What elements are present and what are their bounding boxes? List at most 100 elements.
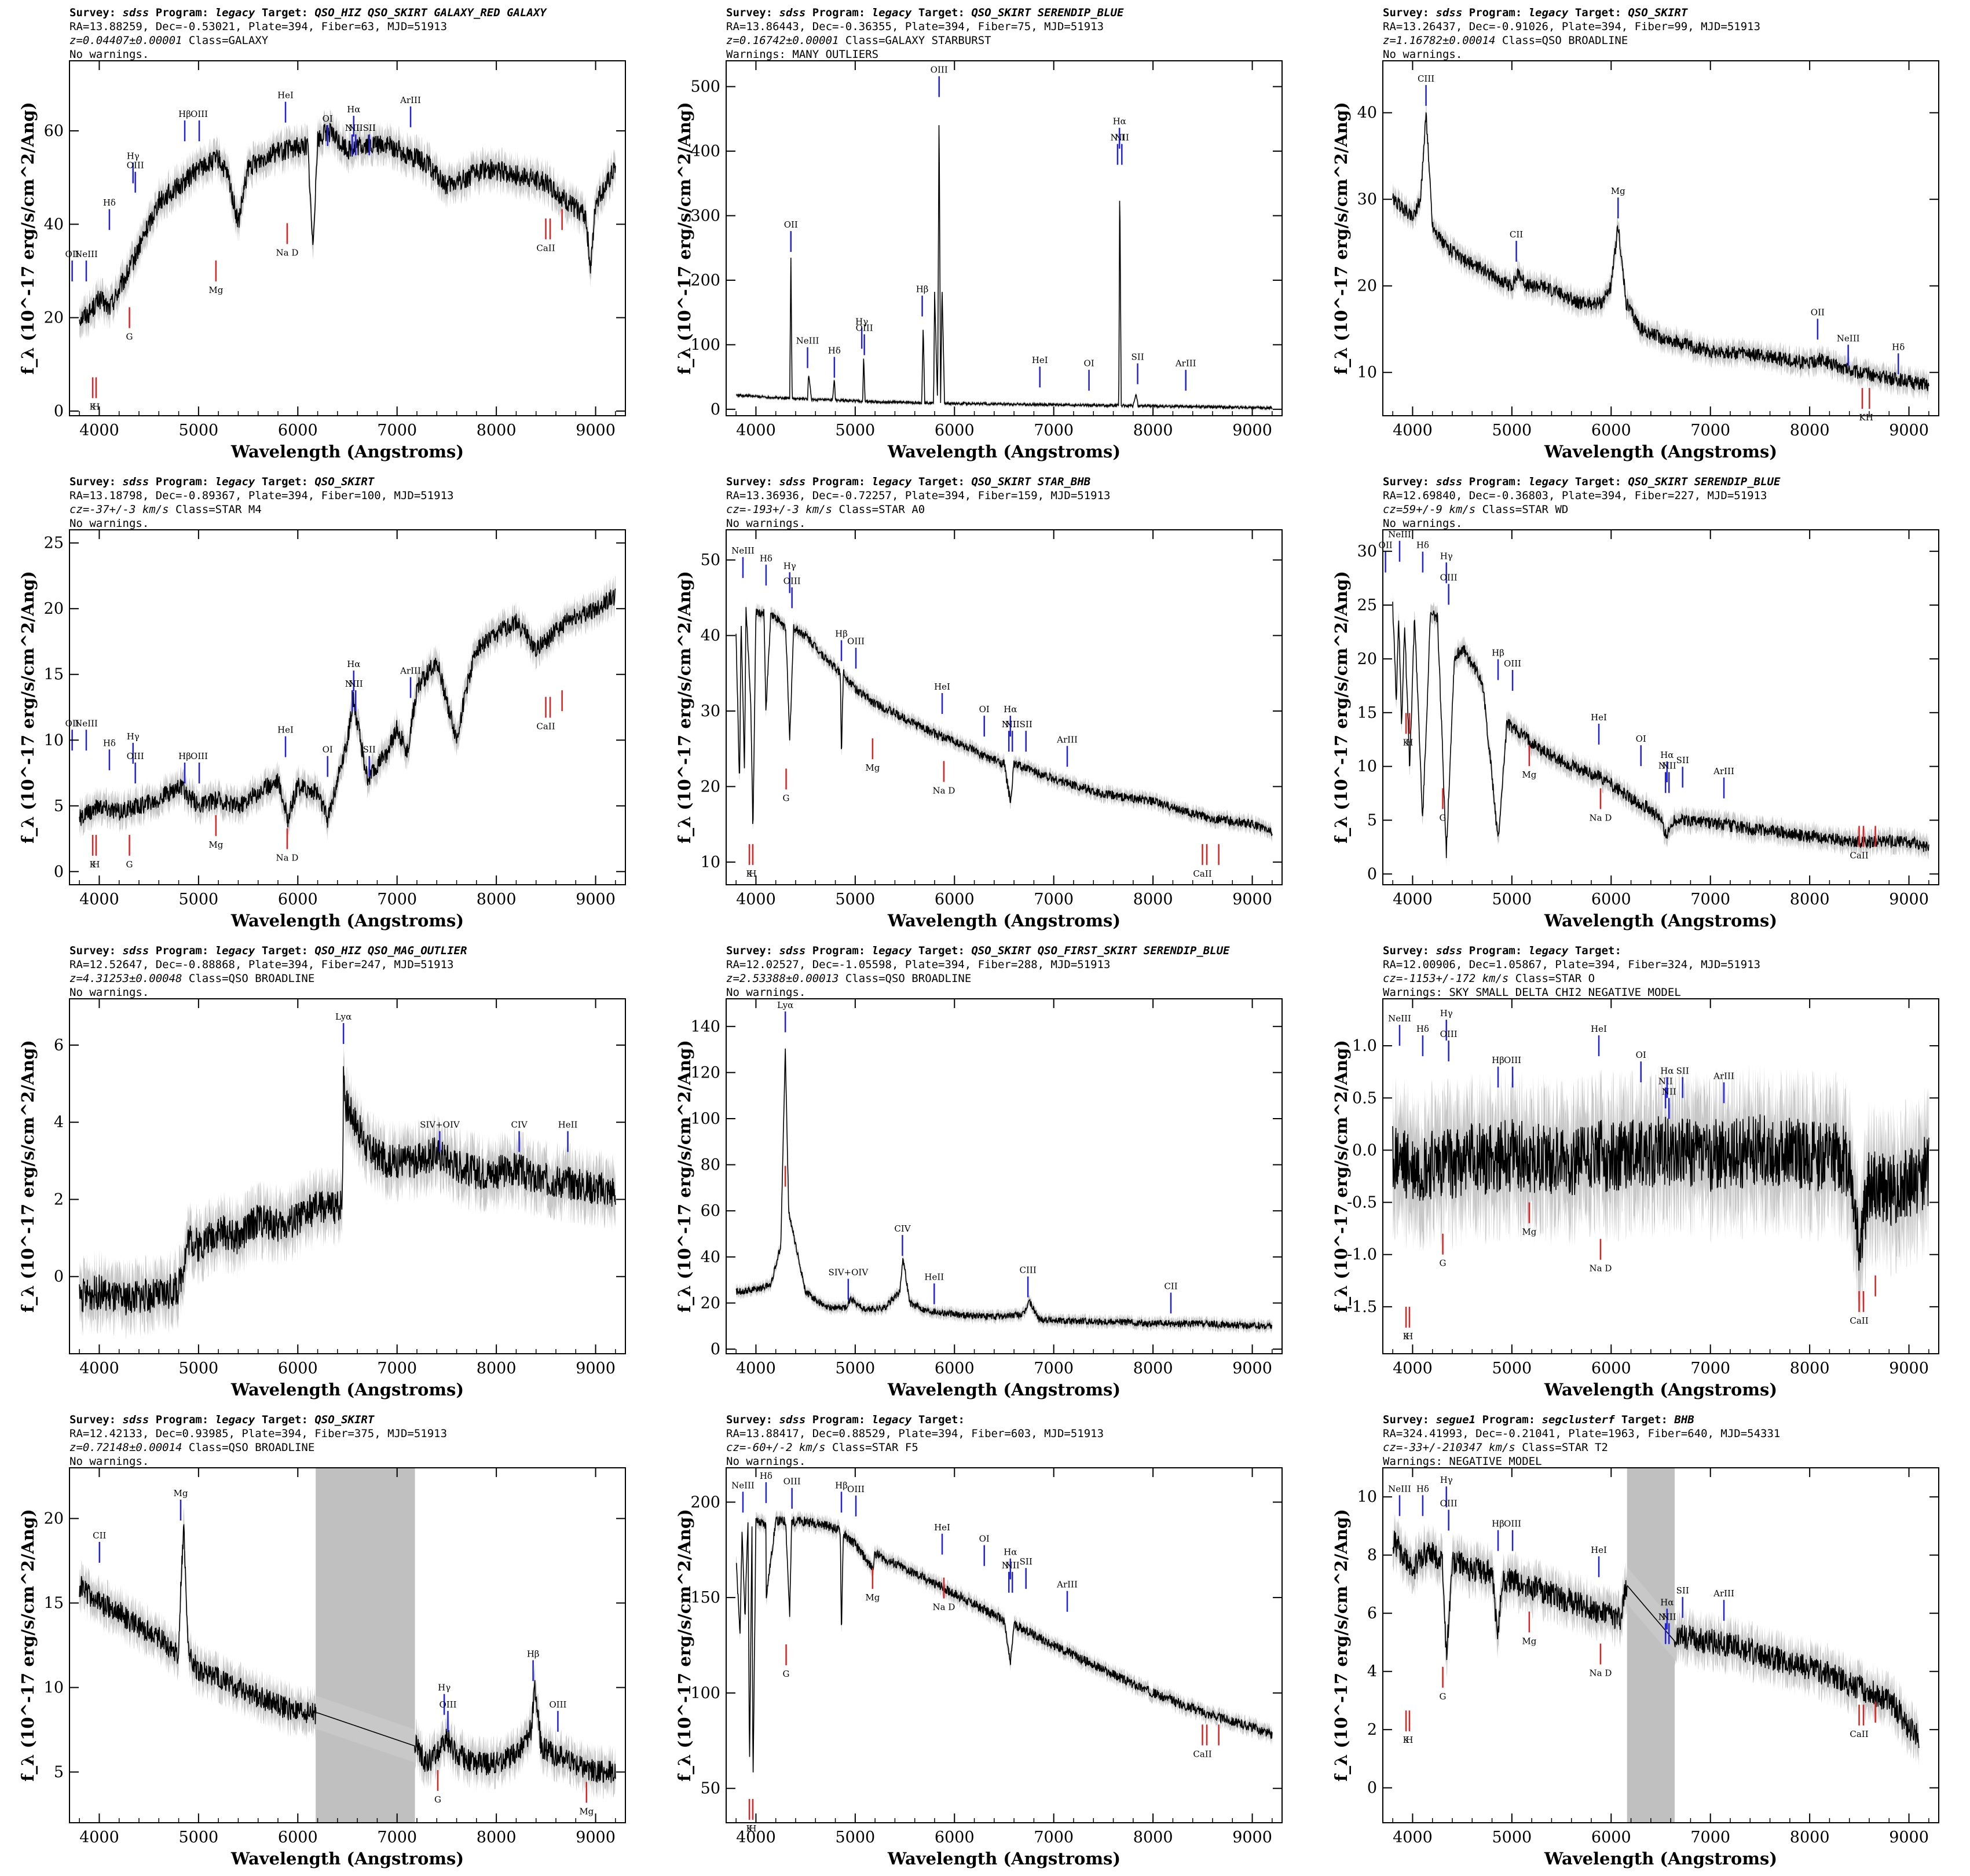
x-tick: 4000 [79, 1468, 119, 1846]
spectral-line-marker: OIII [1504, 1055, 1521, 1088]
spectral-line-marker: NII [1002, 1560, 1016, 1593]
header-field: Program: [1482, 1413, 1536, 1426]
x-tick: 7000 [1690, 61, 1730, 439]
y-tick-label: 4 [1367, 1663, 1377, 1681]
spectral-line-marker: Hδ [103, 738, 116, 771]
spectral-line-marker: G [783, 1644, 790, 1679]
spectral-line-marker: NII [1662, 1086, 1676, 1119]
spectral-line-marker: OIII [847, 636, 865, 669]
header-field: QSO_SKIRT STAR_BHB [971, 475, 1091, 488]
header-field: Program: [1469, 944, 1522, 957]
y-tick: 140 [690, 1018, 1282, 1036]
line-label: Hβ [835, 629, 848, 639]
plot-frame [1382, 1467, 1939, 1823]
y-axis-label: f_λ (10^-17 erg/s/cm^2/Ang) [18, 1040, 38, 1313]
y-tick: -1.0 [1347, 1246, 1939, 1264]
spectral-line-marker: NII [1110, 133, 1125, 165]
spectrum-line [79, 1066, 616, 1316]
line-label: OIII [856, 323, 873, 333]
spectral-line-marker: CaII [1850, 826, 1869, 860]
spectral-line-marker: ArIII [400, 665, 421, 698]
x-tick: 9000 [1232, 61, 1272, 439]
x-axis-label: Wavelength (Angstroms) [887, 442, 1121, 461]
y-tick: 0 [1367, 865, 1939, 883]
spectral-line-marker: Mg [208, 260, 224, 295]
spectrum-line [735, 1048, 1273, 1329]
y-tick-label: 40 [1357, 104, 1377, 122]
y-tick-label: 1.0 [1352, 1037, 1377, 1055]
header-line-coords: RA=13.88417, Dec=0.88529, Plate=394, Fib… [726, 1427, 1104, 1440]
y-tick-label: 200 [690, 272, 720, 290]
line-label: Mg [865, 1592, 880, 1603]
header-field: Target: [261, 944, 308, 957]
spectral-line-marker: Hβ [178, 109, 191, 141]
x-tick-label: 6000 [278, 1829, 318, 1846]
spectral-line-marker: Hδ [828, 345, 841, 378]
x-tick: 4000 [1393, 530, 1433, 908]
spectrum-header: Survey: sdss Program: legacy Target: RA=… [726, 1413, 1305, 1468]
spectrum-header: Survey: segue1 Program: segclusterf Targ… [1383, 1413, 1962, 1468]
line-label: OIII [1504, 1055, 1521, 1065]
spectral-line-marker: CIV [894, 1223, 911, 1256]
x-tick: 7000 [377, 999, 417, 1377]
header-line-coords: RA=12.00906, Dec=1.05867, Plate=394, Fib… [1383, 958, 1761, 971]
line-label: OIII [191, 109, 208, 119]
header-field: legacy [215, 6, 255, 19]
y-tick-label: 15 [44, 1595, 64, 1613]
redshift-value: cz=-33+/-210347 km/s [1383, 1441, 1515, 1454]
x-tick-label: 8000 [1790, 422, 1830, 439]
line-label: NeIII [796, 336, 819, 346]
header-line-coords: RA=12.02527, Dec=-1.05598, Plate=394, Fi… [726, 958, 1111, 971]
spectrum-plot: Lyα SIV+OIV CIV HeII 4000 5000 6000 7000 8000 900… [18, 998, 626, 1399]
plot-frame [69, 529, 626, 885]
y-tick: 0.5 [1352, 1089, 1939, 1107]
spectral-line-marker: HeII [558, 1120, 578, 1152]
y-tick-label: 40 [701, 627, 720, 645]
x-tick: 9000 [576, 999, 616, 1377]
spectral-line-marker: Na D [933, 1577, 955, 1613]
x-tick-label: 5000 [835, 1360, 875, 1377]
header-line-survey: Survey: sdss Program: legacy Target: QSO… [69, 1413, 649, 1427]
line-label: OIII [847, 636, 865, 647]
header-field: QSO_SKIRT [314, 475, 375, 488]
header-line-coords: RA=13.86443, Dec=-0.36355, Plate=394, Fi… [726, 20, 1104, 33]
spectral-line-marker: Hγ [127, 151, 140, 184]
spectral-line-marker: CaII [1193, 1724, 1212, 1759]
header-field: Target: [1574, 475, 1621, 488]
x-tick: 6000 [1591, 999, 1631, 1377]
y-tick: 15 [44, 1595, 625, 1613]
header-field: sdss [779, 6, 806, 19]
x-tick: 8000 [1133, 530, 1173, 908]
spectrum-plot: CIII CII Mg OII NeIII K H Hδ 4000 5000 6000 7000 800… [1331, 60, 1939, 461]
plot-area [735, 600, 1273, 842]
spectral-line-marker: Na D [1590, 1239, 1612, 1274]
y-tick-label: 20 [701, 1294, 720, 1312]
spectral-line-marker: HeI [277, 90, 294, 123]
spectral-line-marker: Hβ [1492, 647, 1504, 680]
line-label: NII [1658, 1076, 1673, 1086]
y-axis-label: f_λ (10^-17 erg/s/cm^2/Ang) [1331, 102, 1351, 375]
line-label: Hγ [1440, 551, 1453, 561]
spectral-line-marker: SIV+OIV [829, 1267, 869, 1300]
x-tick: 9000 [576, 1468, 616, 1846]
y-tick-label: 15 [44, 666, 64, 684]
plot-frame [1382, 998, 1939, 1354]
x-tick-label: 6000 [278, 891, 318, 908]
line-label: SIV+OIV [829, 1267, 869, 1278]
line-label: OIII [1440, 1029, 1458, 1039]
plot-frame [726, 998, 1283, 1354]
header-field: sdss [779, 475, 806, 488]
y-tick: 5 [54, 1763, 625, 1781]
line-label: OIII [931, 65, 948, 75]
line-label: Hγ [1440, 1008, 1453, 1018]
spectral-line-marker: HeI [1032, 355, 1048, 388]
line-label: Mg [1522, 770, 1536, 780]
redshift-value: cz=-37+/-3 km/s [69, 503, 169, 516]
line-label: NII [1658, 1611, 1673, 1622]
y-tick-label: 120 [690, 1064, 720, 1082]
line-label: G [434, 1794, 441, 1805]
spectrum-header: Survey: sdss Program: legacy Target: QSO… [726, 6, 1305, 61]
y-tick: 120 [690, 1064, 1282, 1082]
y-tick-label: 10 [701, 853, 720, 871]
